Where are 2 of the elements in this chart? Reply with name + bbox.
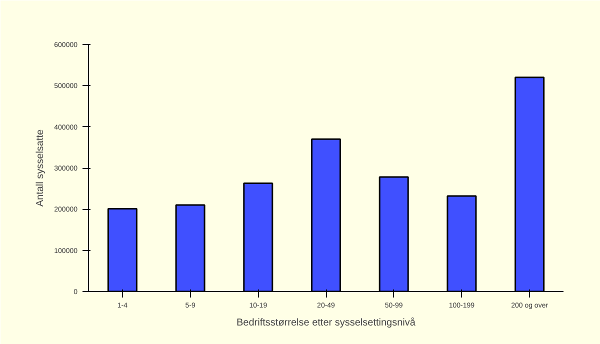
y-axis-title: Antall sysselsatte: [35, 128, 46, 207]
x-axis-title: Bedriftsstørrelse etter sysselsettingsnivå: [236, 316, 416, 328]
